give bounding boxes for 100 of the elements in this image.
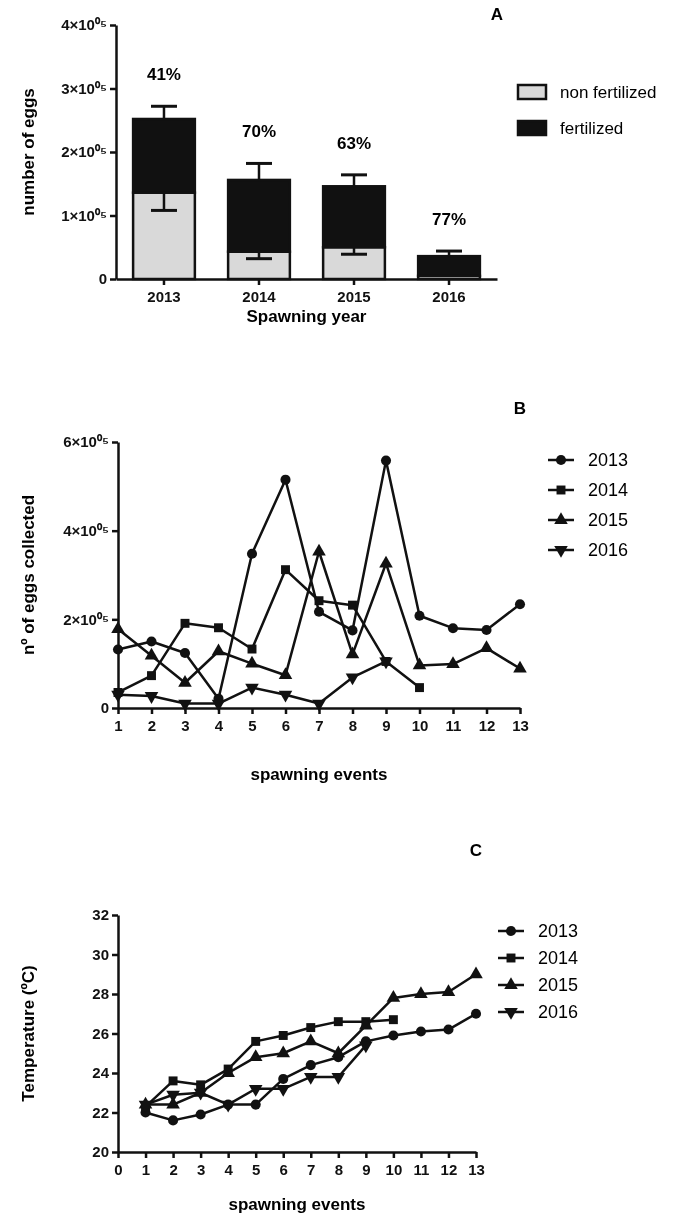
legend-label: 2013: [588, 450, 629, 471]
x-tick-label: 6: [281, 716, 291, 734]
x-tick-label: 13: [512, 716, 529, 734]
annotation: 77%: [432, 210, 467, 230]
y-tick-label: 4×10⁰⁵: [61, 16, 107, 34]
point: [111, 690, 125, 703]
x-tick-label: 4: [214, 716, 224, 734]
y-tick-label: 1×10⁰⁵: [61, 206, 107, 224]
y-tick-label: 2×10⁰⁵: [61, 143, 107, 161]
x-tick-label: 11: [445, 716, 462, 734]
x-tick-label: 5: [248, 716, 257, 734]
chart-title: B: [513, 399, 527, 418]
x-tick-label: 2015: [337, 287, 371, 305]
legend-label: 2015: [588, 510, 629, 531]
legend-label: 2016: [588, 540, 629, 561]
x-axis-title: spawning events: [250, 765, 388, 784]
point: [193, 1088, 208, 1101]
point: [214, 623, 223, 633]
legend-label: non fertilized: [560, 82, 657, 102]
annotation: 70%: [241, 122, 277, 142]
x-tick-label: 2014: [242, 287, 277, 305]
point: [178, 699, 192, 712]
point: [250, 1099, 261, 1110]
point: [281, 565, 290, 575]
point: [443, 1024, 454, 1035]
point: [111, 621, 125, 634]
x-axis-title: Spawning year: [246, 307, 367, 326]
y-tick-label: 30: [92, 945, 109, 963]
y-tick-label: 22: [92, 1103, 109, 1121]
point: [278, 1031, 288, 1040]
point: [331, 1073, 346, 1085]
point: [312, 699, 326, 712]
y-tick-label: 24: [92, 1064, 110, 1082]
x-tick-label: 13: [468, 1160, 485, 1178]
point: [347, 625, 358, 636]
x-tick-label: 7: [315, 716, 324, 734]
x-tick-label: 9: [382, 716, 391, 734]
point: [168, 1076, 178, 1086]
y-tick-label: 0: [98, 270, 107, 288]
y-tick-label: 2×10⁰⁵: [63, 610, 109, 628]
legend-label: 2016: [538, 1002, 579, 1023]
x-tick-label: 9: [362, 1160, 371, 1178]
point: [469, 966, 483, 979]
point: [414, 986, 428, 998]
x-tick-label: 7: [307, 1160, 316, 1178]
point: [276, 1084, 291, 1097]
chart-title: A: [490, 5, 504, 24]
point: [303, 1033, 318, 1046]
point: [306, 1023, 316, 1033]
x-tick-label: 10: [411, 716, 429, 734]
point: [331, 1045, 346, 1058]
point: [313, 606, 325, 617]
x-tick-label: 3: [196, 1160, 206, 1178]
x-tick-label: 2013: [147, 287, 181, 305]
point: [414, 610, 425, 621]
legend-label: 2014: [588, 480, 629, 501]
point: [348, 600, 357, 610]
y-axis-title: number of eggs: [19, 88, 38, 216]
point: [211, 699, 226, 712]
x-axis-title: spawning events: [228, 1195, 366, 1214]
point: [447, 623, 459, 634]
x-tick-label: 1: [141, 1160, 151, 1178]
point: [312, 543, 326, 556]
point: [415, 683, 424, 693]
point: [251, 1036, 261, 1046]
chart-title: C: [469, 841, 483, 860]
x-tick-label: 0: [114, 1160, 123, 1178]
x-tick-label: 2: [169, 1160, 178, 1178]
y-tick-label: 32: [92, 906, 109, 924]
point: [248, 1049, 263, 1062]
y-tick-label: 4×10⁰⁵: [63, 521, 109, 539]
point: [179, 647, 191, 659]
x-tick-label: 11: [413, 1160, 430, 1178]
point: [112, 644, 124, 655]
legend-label: 2014: [538, 948, 579, 969]
annotation: 41%: [146, 65, 181, 85]
point: [380, 455, 392, 466]
x-tick-label: 3: [181, 716, 190, 734]
point: [245, 683, 259, 696]
point: [470, 1008, 482, 1019]
point: [514, 599, 526, 610]
legend-label: 2015: [538, 975, 579, 996]
legend-label: fertilized: [560, 118, 624, 138]
x-tick-label: 8: [334, 1160, 343, 1178]
x-tick-label: 4: [224, 1160, 234, 1178]
point: [248, 1084, 263, 1097]
point: [247, 644, 257, 654]
point: [305, 1060, 316, 1071]
point: [388, 1030, 399, 1041]
x-tick-label: 12: [440, 1160, 458, 1178]
y-tick-label: 6×10⁰⁵: [63, 433, 109, 451]
x-tick-label: 1: [114, 716, 123, 734]
point: [246, 548, 258, 559]
point: [278, 1073, 289, 1084]
point: [415, 1026, 426, 1037]
x-tick-label: 2016: [432, 287, 466, 305]
y-tick-label: 20: [92, 1143, 109, 1161]
x-tick-label: 6: [279, 1160, 288, 1178]
point: [146, 636, 157, 647]
x-tick-label: 10: [385, 1160, 403, 1178]
